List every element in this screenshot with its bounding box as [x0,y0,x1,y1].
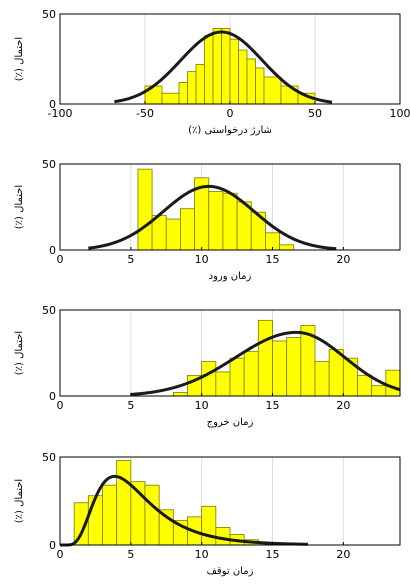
histogram-bar [255,67,265,105]
histogram-bar [137,168,153,251]
histogram-bar [238,49,248,105]
y-tick-label: 0 [49,244,56,257]
histogram-bar [187,71,197,105]
x-tick-label: 20 [336,548,350,561]
x-tick-label: 20 [336,253,350,266]
histogram-bar [215,371,231,397]
histogram-bar [178,82,188,105]
x-tick-label: 10 [195,399,209,412]
histogram-bar [286,337,302,397]
histogram-bar [229,357,245,397]
x-axis-label: زمان توقف [207,566,254,577]
histogram-bar [212,27,222,105]
fitted-curve [130,330,401,396]
histogram-bar [243,350,259,397]
histogram-bar [279,244,295,251]
y-tick-label: 50 [42,451,56,464]
fitted-curve [60,474,308,547]
fitted-curve [88,184,337,251]
histogram-bar [371,385,387,397]
histogram-bar [328,349,344,397]
y-tick-label: 0 [49,390,56,403]
histogram-bar [229,38,239,105]
histogram-bar [357,374,373,397]
histogram-bar [87,495,103,546]
axes-box [59,456,401,546]
histogram-bar [222,192,238,251]
histogram-bar [180,208,195,251]
x-tick-label: 20 [336,399,350,412]
histogram-bar [221,27,231,105]
x-tick-label: 15 [266,399,280,412]
chart-panel-4: 0 5 10 15 20 0 50 زمان توقف احتمال (٪) [14,451,401,577]
y-tick-label: 0 [49,98,56,111]
histogram-bar [201,505,217,546]
histogram-bar [201,361,217,397]
chart-panel-2: 0 5 10 15 20 0 50 زمان ورود احتمال (٪) [14,158,401,282]
y-tick-label: 0 [49,539,56,552]
histogram-bar [263,76,282,105]
histogram-bar [314,361,330,397]
histogram-bar [257,319,273,397]
histogram-bar [195,64,205,105]
histogram-bar [116,460,132,546]
histogram-bar [144,484,160,546]
y-axis-label: احتمال (٪) [14,479,25,523]
x-tick-label: 0 [57,253,64,266]
y-axis-label: احتمال (٪) [14,185,25,229]
x-tick-label: 10 [195,253,209,266]
y-tick-label: 50 [42,304,56,317]
y-axis-label: احتمال (٪) [14,331,25,375]
y-tick-label: 50 [42,158,56,171]
histogram-bar [246,58,256,105]
x-tick-label: 100 [390,107,410,120]
histogram-bar [208,191,224,251]
x-tick-label: 0 [57,399,64,412]
x-tick-label: -50 [136,107,154,120]
histogram-bar [161,92,180,105]
histogram-bar [204,35,214,105]
chart-panel-3: 0 5 10 15 20 0 50 زمان خروج احتمال (٪) [14,304,401,428]
histogram-bar [165,218,181,251]
x-tick-label: 0 [227,107,234,120]
histogram-bar [215,527,231,546]
histogram-bar [342,357,358,397]
histogram-bar [385,369,401,397]
x-tick-label: 50 [308,107,322,120]
x-tick-label: 15 [266,548,280,561]
y-axis-label: احتمال (٪) [14,37,25,81]
x-tick-label: 15 [266,253,280,266]
histogram-bar [272,340,288,397]
x-tick-label: 5 [127,399,134,412]
x-axis-label: زمان ورود [209,271,252,282]
axes-box [59,309,401,397]
histogram-bar [102,484,118,546]
fitted-curve [114,30,333,104]
x-tick-label: 10 [195,548,209,561]
chart-panel-1: -100 -50 0 50 100 0 50 شارژ درخواستی (٪) احتمال … [14,8,410,136]
x-axis-label: زمان خروج [207,417,254,428]
x-tick-label: 5 [127,548,134,561]
y-tick-label: 50 [42,8,56,21]
x-tick-label: 5 [127,253,134,266]
histogram-bar [172,392,188,397]
x-tick-label: -100 [48,107,73,120]
x-tick-label: 0 [57,548,64,561]
axes-box [59,163,401,251]
x-axis-label: شارژ درخواستی (٪) [188,125,272,136]
